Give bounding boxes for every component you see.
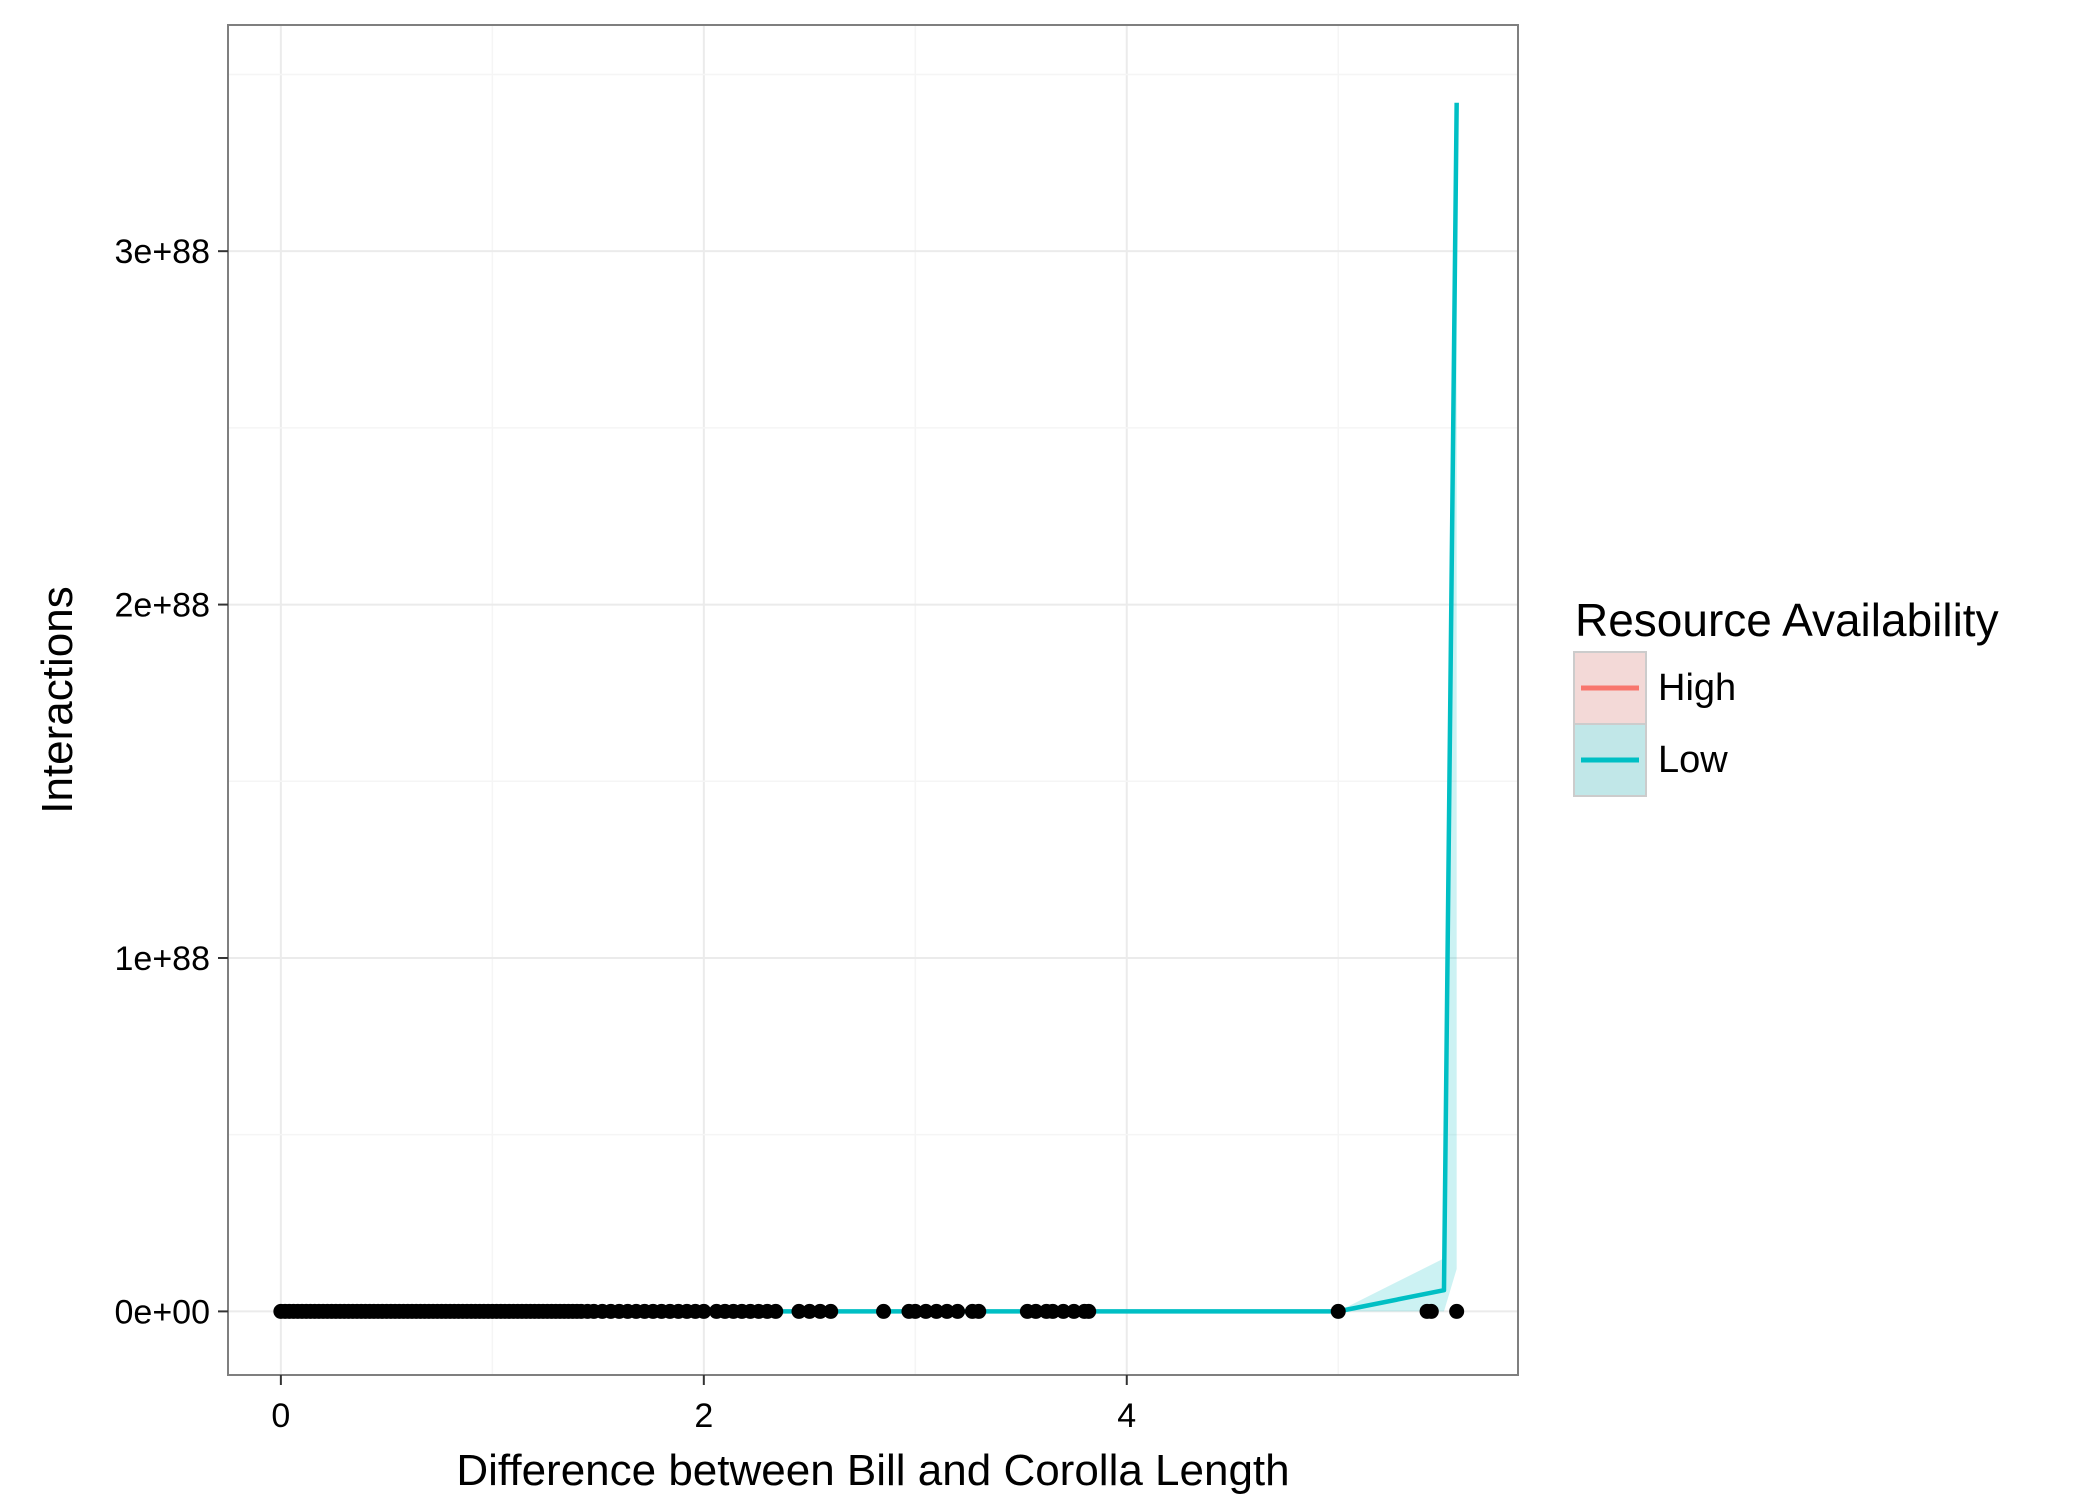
grid-lines xyxy=(228,25,1518,1375)
y-axis: 0e+00 1e+88 2e+88 3e+88 xyxy=(115,233,228,1331)
data-point xyxy=(1081,1303,1097,1319)
data-point xyxy=(768,1303,784,1319)
data-point xyxy=(812,1303,828,1319)
y-tick-label: 2e+88 xyxy=(115,587,211,625)
data-point xyxy=(1449,1303,1465,1319)
x-tick-label: 2 xyxy=(694,1397,713,1435)
data-point xyxy=(1045,1303,1061,1319)
data-point xyxy=(907,1303,923,1319)
legend-label-high: High xyxy=(1658,667,1736,709)
y-tick-label: 1e+88 xyxy=(115,940,211,978)
data-point xyxy=(1330,1303,1346,1319)
data-point xyxy=(823,1303,839,1319)
legend-title: Resource Availability xyxy=(1575,594,1999,646)
legend-label-low: Low xyxy=(1658,739,1728,781)
data-point xyxy=(876,1303,892,1319)
data-point xyxy=(1055,1303,1071,1319)
data-point xyxy=(971,1303,987,1319)
x-axis: 0 2 4 xyxy=(271,1375,1136,1435)
data-point xyxy=(1066,1303,1082,1319)
y-axis-label: Interactions xyxy=(33,586,82,813)
x-tick-label: 0 xyxy=(271,1397,290,1435)
y-tick-label: 3e+88 xyxy=(115,233,211,271)
legend-entry-low: Low xyxy=(1573,723,1728,797)
data-point xyxy=(1423,1303,1439,1319)
data-point xyxy=(939,1303,955,1319)
y-tick-label: 0e+00 xyxy=(115,1293,211,1331)
data-point xyxy=(802,1303,818,1319)
x-tick-label: 4 xyxy=(1117,1397,1136,1435)
plot-panel-background xyxy=(228,25,1518,1375)
x-axis-label: Difference between Bill and Corolla Leng… xyxy=(456,1446,1289,1495)
data-point xyxy=(918,1303,934,1319)
data-point xyxy=(791,1303,807,1319)
plot-panel-border xyxy=(227,24,1519,1376)
legend: Resource Availability High Low xyxy=(1573,594,1999,797)
data-points xyxy=(273,1303,1465,1319)
data-point xyxy=(928,1303,944,1319)
data-point xyxy=(1028,1303,1044,1319)
data-point xyxy=(950,1303,966,1319)
legend-entry-high: High xyxy=(1573,651,1736,725)
legend-entries: High Low xyxy=(1573,651,1736,797)
data-point xyxy=(696,1303,712,1319)
